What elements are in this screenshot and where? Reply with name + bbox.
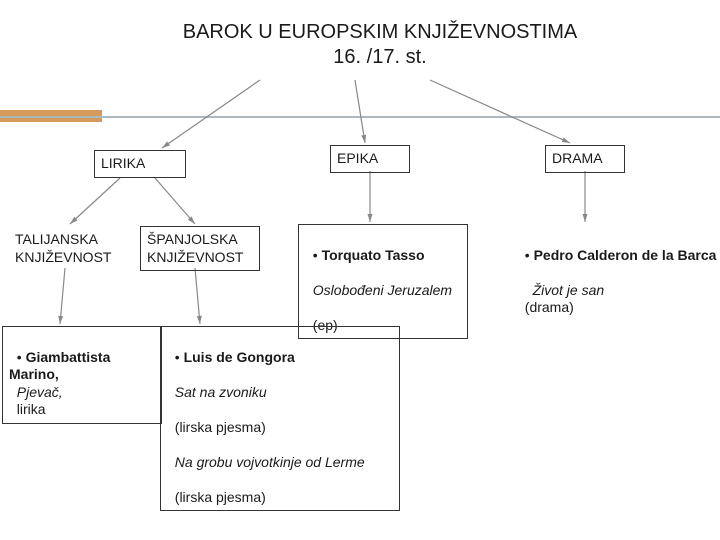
calderon-genre: (drama) — [525, 299, 574, 315]
marino-work: Pjevač, — [17, 384, 63, 400]
tasso-author: Torquato Tasso — [322, 247, 425, 263]
node-gongora: • Luis de Gongora Sat na zvoniku (lirska… — [160, 326, 400, 511]
marino-genre: lirika — [17, 401, 46, 417]
node-lirika: LIRIKA — [94, 150, 186, 178]
node-epika: EPIKA — [330, 145, 410, 173]
node-spanjolska: ŠPANJOLSKA KNJIŽEVNOST — [140, 226, 260, 271]
title-line1: BAROK U EUROPSKIM KNJIŽEVNOSTIMA — [183, 21, 578, 43]
marino-author: Giambattista Marino, — [9, 349, 114, 383]
calderon-work: Život je san — [533, 282, 605, 298]
title-line2: 16. /17. st. — [333, 46, 426, 68]
node-calderon: • Pedro Calderon de la Barca Život je sa… — [510, 224, 720, 322]
node-marino: • Giambattista Marino, Pjevač, lirika — [2, 326, 162, 424]
slide-title: BAROK U EUROPSKIM KNJIŽEVNOSTIMA 16. /17… — [150, 20, 610, 70]
gongora-genre1: (lirska pjesma) — [175, 419, 266, 435]
gongora-genre2: (lirska pjesma) — [175, 489, 266, 505]
divider-line — [0, 116, 720, 118]
gongora-author: Luis de Gongora — [184, 349, 295, 365]
gongora-work2: Na grobu vojvotkinje od Lerme — [175, 454, 365, 470]
node-tasso: • Torquato Tasso Oslobođeni Jeruzalem (e… — [298, 224, 468, 339]
gongora-work1: Sat na zvoniku — [175, 384, 267, 400]
tasso-work: Oslobođeni Jeruzalem — [313, 282, 452, 298]
node-talijanska: TALIJANSKA KNJIŽEVNOST — [8, 226, 128, 271]
node-drama: DRAMA — [545, 145, 625, 173]
calderon-author: Pedro Calderon de la Barca — [534, 247, 717, 263]
